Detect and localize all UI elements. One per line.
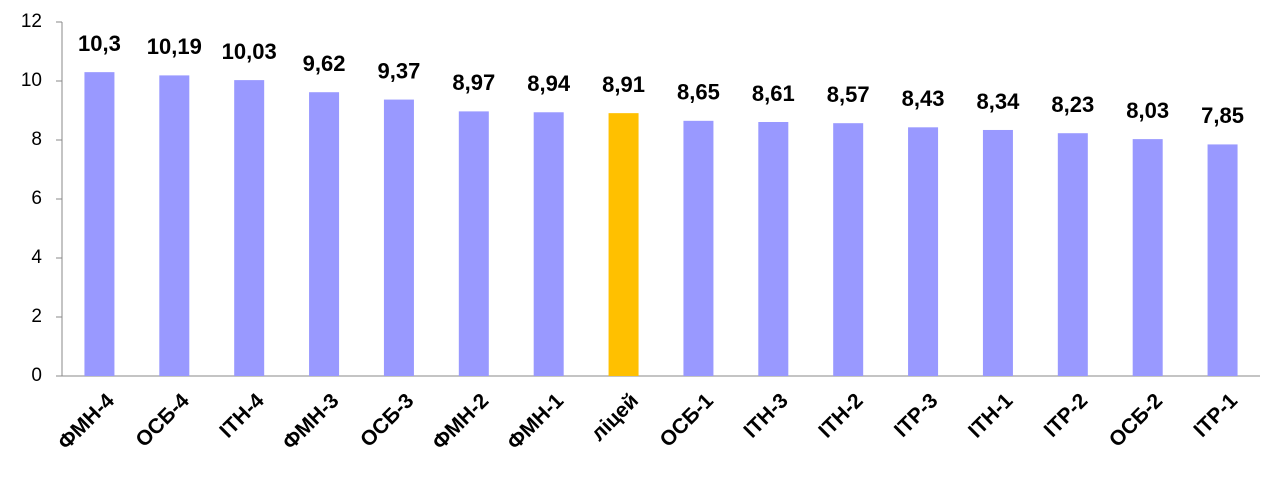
value-label: 9,62 (303, 51, 346, 76)
x-tick-label: ІТР-3 (890, 389, 943, 442)
x-tick-label: ІТН-4 (215, 389, 269, 443)
value-label: 10,3 (78, 31, 121, 56)
bar (1207, 144, 1238, 376)
value-label: 8,23 (1051, 92, 1094, 117)
bar (383, 99, 414, 377)
x-tick-label: ФМН-3 (278, 389, 343, 454)
x-tick-label: ОСБ-2 (1105, 389, 1167, 451)
bar (159, 75, 190, 377)
bar (833, 123, 864, 376)
value-label: 8,43 (902, 86, 945, 111)
bar (1057, 133, 1088, 376)
x-tick-label: ІТН-2 (814, 389, 867, 442)
value-label: 8,91 (602, 72, 645, 97)
value-label: 7,85 (1201, 103, 1244, 128)
bar (1132, 139, 1163, 376)
bar (908, 127, 939, 376)
bar (608, 113, 639, 376)
x-tick-label: ОСБ-1 (655, 389, 718, 452)
y-tick-label: 10 (21, 70, 42, 91)
bar (758, 122, 789, 376)
value-label: 9,37 (378, 58, 421, 83)
x-tick-label: ОСБ-4 (131, 389, 194, 452)
y-tick-label: 8 (31, 129, 42, 150)
x-tick-label: ФМН-4 (54, 389, 119, 454)
value-label: 8,03 (1126, 98, 1169, 123)
x-tick-label: ІТР-2 (1040, 389, 1093, 442)
y-tick-label: 4 (31, 247, 42, 268)
y-tick-label: 12 (21, 11, 42, 32)
bar (84, 72, 115, 377)
value-label: 8,97 (452, 70, 495, 95)
bar (533, 112, 564, 377)
value-label: 10,19 (147, 34, 202, 59)
value-label: 8,61 (752, 81, 795, 106)
value-label: 10,03 (222, 39, 277, 64)
y-tick-label: 2 (31, 306, 42, 327)
x-tick-label: ФМН-1 (503, 389, 568, 454)
x-tick-label: ОСБ-3 (356, 389, 418, 451)
bar (234, 80, 265, 377)
bar (982, 129, 1013, 376)
bar (458, 111, 489, 376)
value-label: 8,94 (527, 71, 571, 96)
y-tick-label: 6 (31, 188, 42, 209)
x-tick-label: ІТН-3 (739, 389, 792, 442)
bar (683, 120, 714, 376)
value-label: 8,34 (977, 89, 1021, 114)
value-label: 8,57 (827, 82, 870, 107)
x-tick-label: ІТР-1 (1189, 389, 1242, 442)
y-tick-label: 0 (31, 365, 42, 386)
bar (309, 92, 340, 377)
value-label: 8,65 (677, 80, 720, 105)
x-tick-label: ліцей (587, 389, 643, 445)
x-tick-label: ФМН-2 (428, 389, 493, 454)
x-tick-label: ІТН-1 (964, 389, 1018, 443)
